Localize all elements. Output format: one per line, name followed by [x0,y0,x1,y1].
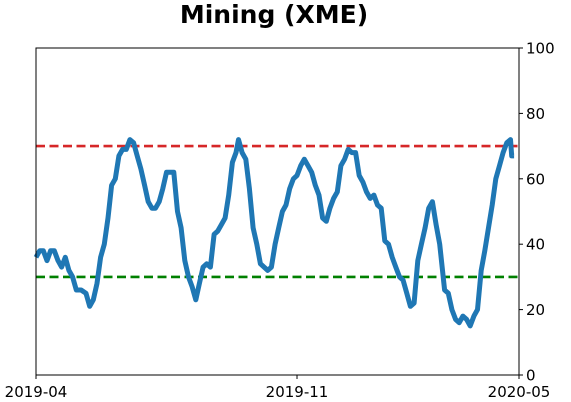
x-tick-label-2019-04: 2019-04 [5,383,68,401]
y-tick-label-80: 80 [526,105,545,123]
y-tick-label-100: 100 [526,40,555,58]
x-tick-label-2019-11: 2019-11 [266,383,329,401]
series-line-0 [33,137,515,329]
y-tick-label-0: 0 [526,367,536,385]
y-axis: 0 20 40 60 80 100 [519,40,555,385]
x-tick-label-2020-05: 2020-05 [488,383,551,401]
y-tick-label-60: 60 [526,170,545,188]
chart-title: Mining (XME) [180,0,368,29]
y-tick-label-20: 20 [526,301,545,319]
series-layer [33,137,515,329]
y-tick-label-40: 40 [526,236,545,254]
x-axis: 2019-04 2019-11 2020-05 [5,375,551,401]
plot-area-frame [35,47,520,376]
